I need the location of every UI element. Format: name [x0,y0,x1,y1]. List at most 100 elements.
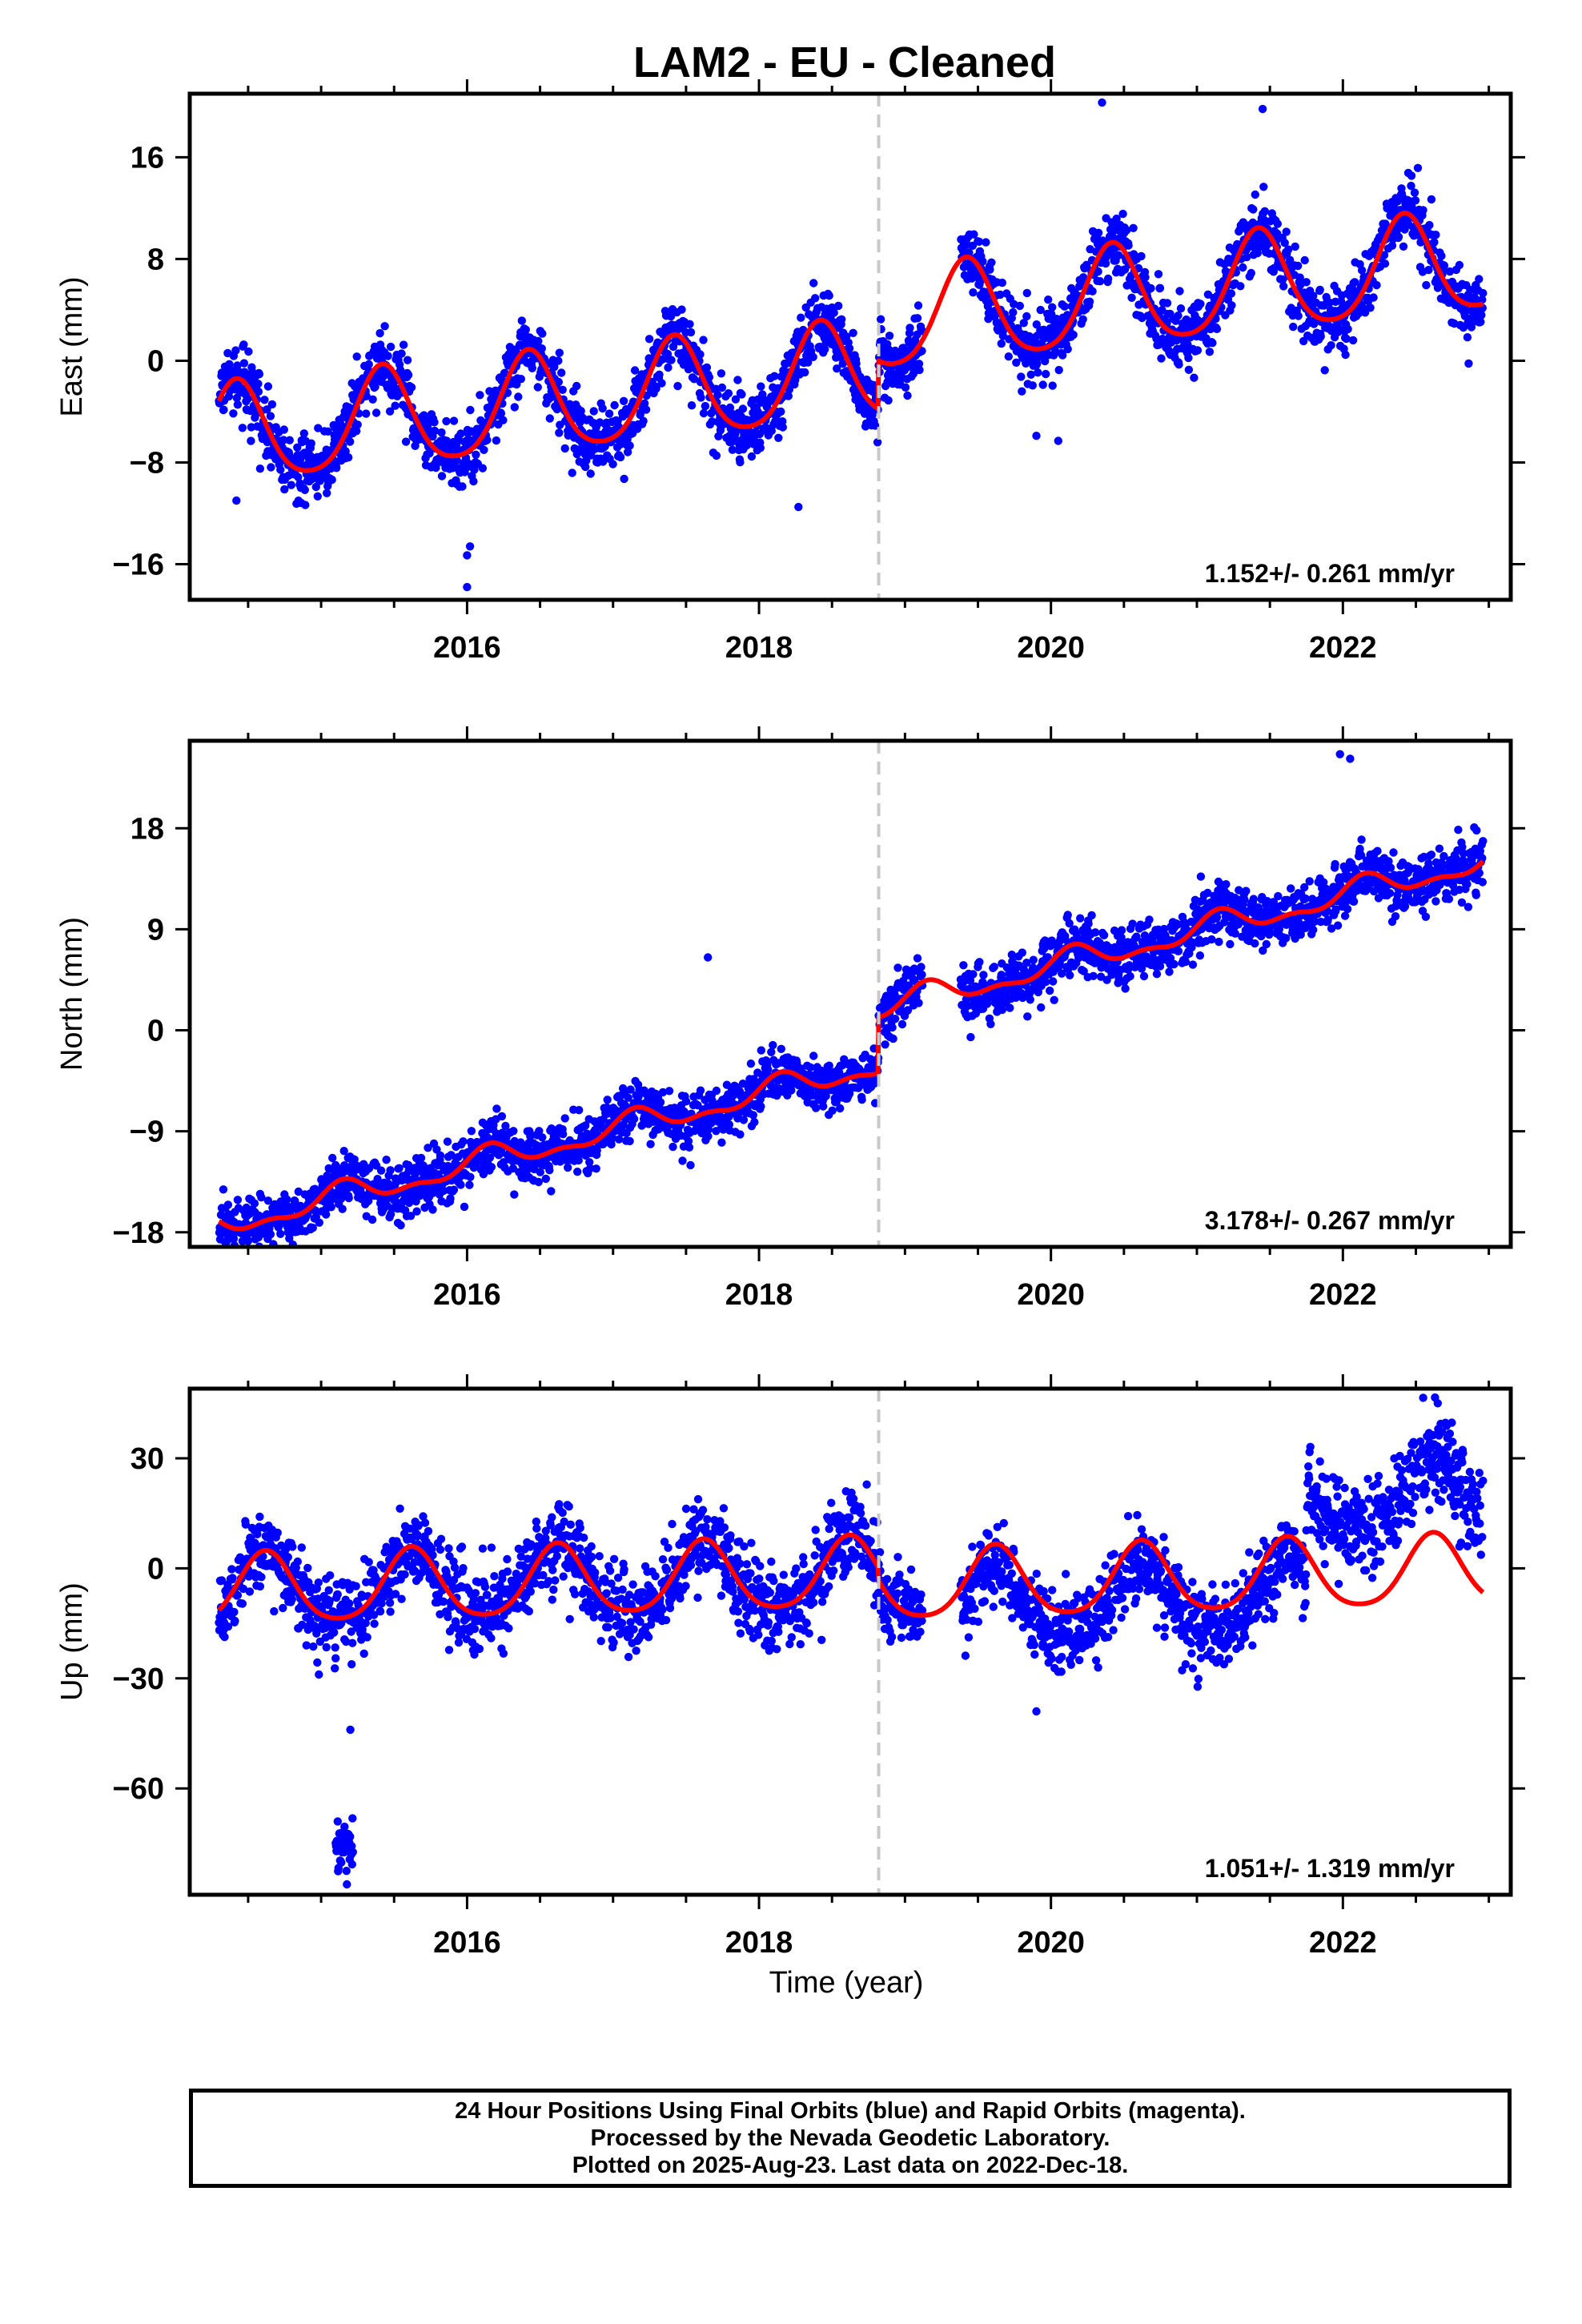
data-point [322,1210,331,1219]
data-point [560,444,569,453]
data-point [825,1061,833,1070]
data-point [913,301,923,310]
data-point [756,444,765,452]
data-point [1029,955,1038,964]
x-tick-label: 2020 [1017,631,1085,665]
data-point [769,1040,777,1050]
data-point [554,377,563,387]
data-point [285,436,294,444]
data-point [1019,319,1029,328]
data-point [592,1146,601,1155]
data-point [1128,919,1137,928]
data-point [876,315,885,324]
data-point [568,468,576,477]
data-point [1369,293,1378,302]
data-point [869,380,878,389]
data-point [250,1199,259,1208]
data-point [1054,365,1063,375]
data-point [1046,986,1054,995]
data-point [665,1087,674,1096]
data-point [555,348,564,357]
data-point [1063,344,1072,354]
data-point [1286,255,1295,264]
data-point [1139,971,1149,981]
data-point [821,1092,830,1100]
data-point [1461,304,1470,313]
chart-title: LAM2 - EU - Cleaned [633,38,1056,86]
data-point [778,423,787,432]
data-point [616,452,625,462]
data-point [757,382,765,391]
data-point [255,370,264,379]
data-point [664,363,673,372]
data-point [1155,283,1165,292]
data-point [1479,288,1488,298]
data-point [655,370,664,379]
data-point [1320,366,1329,375]
data-point [243,394,252,404]
data-point [717,1138,726,1147]
data-point [254,380,263,388]
data-point [733,376,742,384]
data-point [1253,248,1263,258]
data-point [219,1185,228,1194]
data-point [620,1101,630,1110]
data-point [1026,370,1036,379]
data-point [1190,373,1199,382]
data-point [1242,887,1251,895]
east-y-axis-label: East (mm) [55,276,89,416]
data-point [812,1104,821,1112]
data-point [395,1164,404,1173]
data-point [1088,287,1097,296]
data-point [884,396,893,405]
data-point [747,452,757,461]
data-point [1208,339,1217,348]
data-point [533,383,542,392]
data-point [658,1088,668,1097]
data-point [684,1136,693,1146]
data-point [485,1153,495,1162]
data-point [1065,919,1074,928]
data-point [696,350,705,359]
data-point [1174,360,1183,369]
data-point [229,1234,239,1244]
data-point [1132,932,1141,941]
data-point [1240,895,1249,904]
data-point [1159,924,1169,934]
data-point [1017,372,1026,381]
data-point [644,335,654,344]
data-point [1048,303,1057,312]
data-point [1184,353,1193,363]
data-point [430,418,439,427]
data-point [484,1133,492,1143]
data-point [1342,334,1351,344]
data-point [227,1248,235,1256]
data-point [1291,242,1299,251]
data-point [1260,207,1270,215]
data-point [1174,312,1182,320]
data-point [1203,888,1212,898]
data-point [404,1198,414,1208]
data-point [1114,251,1123,259]
data-point [829,308,838,317]
data-point [517,316,526,325]
data-point [371,382,379,392]
data-point [1366,304,1375,312]
data-point [353,420,362,429]
data-point [1289,322,1298,332]
data-point [1411,196,1420,205]
x-tick-label: 2018 [725,631,793,665]
data-point [797,313,805,322]
data-point [1015,301,1025,311]
data-point [1095,277,1105,286]
data-point [904,981,913,990]
data-point [228,1251,236,1259]
data-point [487,1163,496,1172]
data-point [344,453,353,462]
data-point [1090,928,1100,937]
data-point [328,1153,337,1163]
data-point [233,400,243,409]
data-point [1181,957,1191,967]
